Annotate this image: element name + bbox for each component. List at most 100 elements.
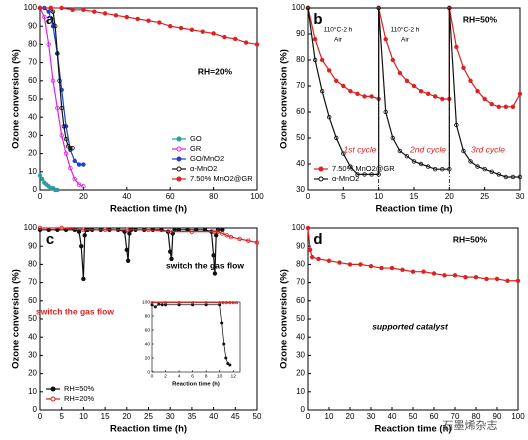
data-point <box>113 13 119 18</box>
x-tick-label: 5 <box>341 192 346 201</box>
data-point <box>124 14 129 20</box>
data-point <box>59 225 64 231</box>
data-point <box>79 243 84 249</box>
y-tick-label: 20 <box>28 149 37 158</box>
data-point <box>425 91 431 96</box>
x-tick-label: 0 <box>151 374 154 380</box>
data-point <box>362 172 367 177</box>
panel-label: b <box>313 11 322 28</box>
data-point <box>489 169 494 174</box>
y-tick-label: 40 <box>296 332 305 341</box>
x-tick-label: 20 <box>346 412 355 421</box>
data-point <box>461 148 466 154</box>
data-point <box>146 18 151 23</box>
data-point <box>222 34 227 40</box>
y-tick-label: 30 <box>28 351 37 360</box>
y-tick-label: 70 <box>28 58 37 67</box>
annotation: Air <box>334 37 343 44</box>
data-point <box>355 91 360 96</box>
data-point <box>390 135 395 141</box>
data-point <box>379 265 384 271</box>
data-point <box>63 136 69 142</box>
legend-label: GO/MnO2 <box>190 154 224 163</box>
data-point <box>215 229 221 234</box>
annotation: Air <box>401 37 410 44</box>
y-axis-label: Ozone conversion (%) <box>11 49 22 149</box>
data-point <box>369 94 374 99</box>
y-tick-label: 60 <box>296 107 305 116</box>
data-point <box>316 256 321 262</box>
x-tick-label: 12 <box>230 374 236 380</box>
x-tick-label: 0 <box>38 412 43 421</box>
y-tick-label: 80 <box>296 55 305 64</box>
y-tick-label: 40 <box>296 159 305 168</box>
watermark: 石墨烯杂志 <box>443 419 498 432</box>
y-tick-label: 10 <box>28 387 37 396</box>
data-point <box>489 101 494 107</box>
data-point <box>127 231 132 236</box>
data-point <box>505 278 510 283</box>
y-axis-label: Ozone conversion (%) <box>279 269 290 369</box>
y-tick-label: 40 <box>28 112 37 121</box>
data-point <box>220 231 225 236</box>
x-axis-label: Reaction time (h) <box>110 204 187 215</box>
data-point <box>473 274 479 280</box>
data-point <box>150 301 154 305</box>
data-point <box>397 70 403 76</box>
legend-marker <box>176 166 182 172</box>
x-tick-label: 90 <box>493 412 502 421</box>
series-line <box>40 227 258 244</box>
data-point <box>191 301 195 305</box>
data-point <box>404 78 410 83</box>
data-point <box>55 51 60 56</box>
annotation: 3rd cycle <box>471 144 505 154</box>
data-point <box>81 184 86 189</box>
data-point <box>341 83 346 89</box>
x-tick-label: 50 <box>409 412 418 421</box>
series-line <box>307 7 520 178</box>
y-tick-label: 50 <box>28 94 37 103</box>
data-point <box>442 273 447 278</box>
data-point <box>347 262 353 267</box>
data-point <box>135 16 140 22</box>
x-tick-label: 0 <box>306 412 311 421</box>
y-tick-label: 100 <box>24 3 38 12</box>
x-tick-label: 100 <box>250 192 264 201</box>
x-axis-label: Reaction time (h) <box>172 381 220 387</box>
annotation: 110°C-2 h <box>324 26 353 34</box>
data-point <box>376 172 381 177</box>
y-tick-label: 0 <box>147 369 150 375</box>
data-point <box>475 88 480 94</box>
legend-label: α-MnO2 <box>332 174 359 183</box>
y-tick-label: 30 <box>296 351 305 360</box>
data-point <box>503 104 509 109</box>
y-tick-label: 50 <box>296 133 305 142</box>
x-tick-label: 25 <box>480 192 489 201</box>
data-point <box>218 301 222 305</box>
x-tick-label: 2 <box>164 374 167 380</box>
y-tick-label: 70 <box>296 278 305 287</box>
y-tick-label: 10 <box>28 167 37 176</box>
x-axis-label: Reaction time (h) <box>110 424 187 435</box>
x-tick-label: 80 <box>472 412 481 421</box>
x-tick-label: 10 <box>217 374 223 380</box>
x-tick-label: 20 <box>445 192 454 201</box>
x-tick-label: 45 <box>231 412 240 421</box>
annotation: RH=20% <box>198 66 233 76</box>
data-point <box>220 227 225 233</box>
data-point <box>189 27 195 33</box>
x-tick-label: 30 <box>516 192 525 201</box>
x-axis-label: Reaction time (h) <box>375 204 452 215</box>
data-point <box>226 362 230 366</box>
data-point <box>48 5 54 11</box>
data-point <box>37 5 43 11</box>
y-tick-label: 70 <box>28 278 37 287</box>
data-point <box>254 240 260 245</box>
data-point <box>307 247 313 253</box>
data-point <box>212 271 218 276</box>
y-tick-label: 20 <box>28 369 37 378</box>
x-tick-label: 60 <box>166 192 175 201</box>
data-point <box>433 166 438 172</box>
data-point <box>125 258 131 263</box>
